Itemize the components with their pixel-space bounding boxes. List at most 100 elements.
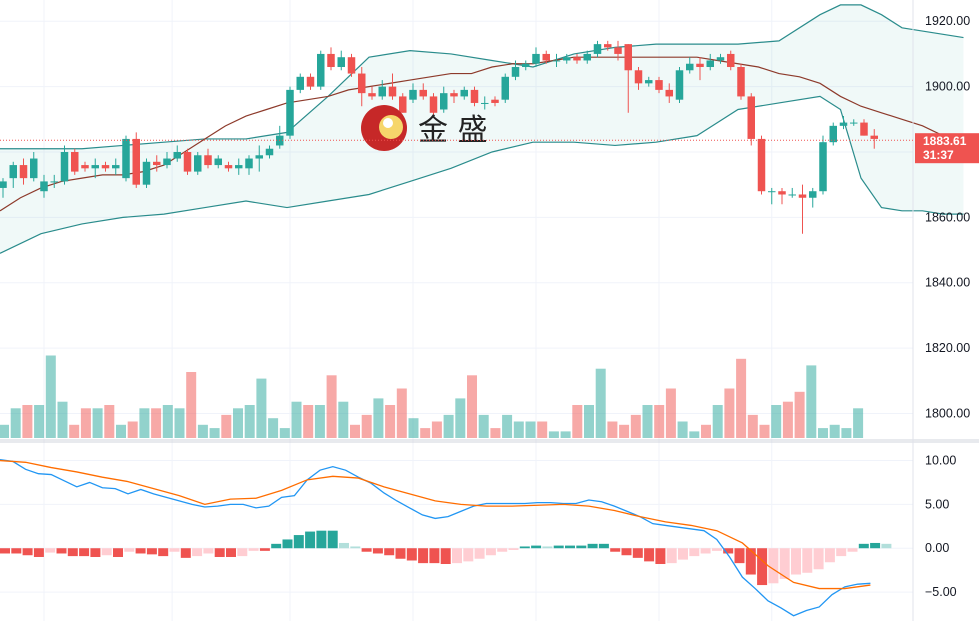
candle-body bbox=[501, 76, 509, 100]
volume-bar bbox=[396, 388, 407, 438]
volume-bar bbox=[782, 401, 793, 438]
volume-bar bbox=[806, 365, 817, 438]
macd-histogram-bar bbox=[711, 548, 722, 551]
macd-histogram-bar bbox=[587, 543, 598, 549]
band-middle-line bbox=[0, 56, 964, 212]
macd-histogram-bar bbox=[180, 548, 191, 558]
volume-bar bbox=[630, 414, 641, 438]
volume-bar bbox=[151, 408, 162, 438]
volume-bar bbox=[22, 405, 33, 438]
volume-bar bbox=[57, 401, 68, 438]
macd-histogram-bar bbox=[689, 548, 700, 557]
volume-bar bbox=[408, 418, 419, 438]
macd-histogram-bar bbox=[700, 548, 711, 554]
candle-body bbox=[60, 151, 69, 182]
candle-body bbox=[440, 93, 448, 110]
volume-bar bbox=[853, 408, 864, 438]
candle-body bbox=[327, 53, 335, 68]
candle-body bbox=[604, 44, 612, 48]
candle-body bbox=[829, 125, 837, 143]
macd-histogram-bar bbox=[418, 548, 429, 564]
brand-watermark: 金 盛 bbox=[361, 105, 488, 151]
macd-histogram-bar bbox=[508, 548, 519, 550]
candle-body bbox=[839, 122, 848, 126]
candle-body bbox=[183, 151, 192, 172]
macd-histogram-bar bbox=[22, 548, 33, 556]
volume-bar bbox=[525, 421, 536, 438]
candle-body bbox=[491, 99, 499, 103]
volume-bar bbox=[513, 421, 524, 438]
volume-bar bbox=[642, 405, 653, 438]
volume-bar bbox=[139, 408, 150, 438]
macd-histogram-bar bbox=[271, 543, 282, 549]
volume-bar bbox=[431, 421, 442, 438]
macd-histogram-bar bbox=[576, 545, 587, 549]
volume-bar bbox=[326, 375, 337, 438]
macd-histogram-bar bbox=[11, 548, 22, 554]
macd-histogram-bar bbox=[192, 548, 203, 557]
candle-body bbox=[19, 165, 28, 179]
macd-histogram-bar bbox=[519, 546, 530, 549]
volume-bar bbox=[233, 408, 243, 438]
candle-body bbox=[778, 191, 786, 195]
candle-body bbox=[30, 158, 38, 179]
macd-histogram-bar bbox=[45, 548, 56, 553]
macd-histogram-bar bbox=[745, 548, 756, 575]
candle-body bbox=[716, 57, 725, 61]
macd-histogram-bar bbox=[237, 548, 248, 557]
logo-text: 金 盛 bbox=[418, 113, 488, 148]
candle-body bbox=[173, 151, 181, 159]
candle-body bbox=[757, 138, 766, 192]
bollinger-bands bbox=[0, 4, 964, 254]
volume-bar bbox=[291, 401, 302, 438]
candle-body bbox=[532, 53, 540, 64]
candle-body bbox=[194, 155, 202, 172]
volume-bar bbox=[467, 375, 477, 438]
volume-bar bbox=[794, 391, 805, 438]
candle-body bbox=[583, 53, 591, 61]
macd-histogram-bar bbox=[79, 548, 90, 557]
candle-countdown: 31:37 bbox=[923, 148, 954, 162]
volume-bar bbox=[256, 378, 267, 438]
volume-bar bbox=[841, 428, 852, 438]
candle-body bbox=[696, 63, 704, 68]
macd-histogram-bar bbox=[870, 542, 881, 549]
volume-series bbox=[0, 355, 864, 438]
volume-bar bbox=[677, 421, 688, 438]
candle-body bbox=[388, 86, 397, 97]
macd-histogram-bar bbox=[734, 548, 745, 564]
band-fill bbox=[0, 4, 964, 254]
macd-histogram-bar bbox=[858, 543, 869, 549]
volume-bar bbox=[127, 421, 138, 438]
candle-body bbox=[511, 67, 520, 77]
candle-body bbox=[665, 89, 673, 97]
candle-body bbox=[727, 53, 735, 68]
volume-bar bbox=[268, 418, 279, 438]
candle-body bbox=[860, 122, 868, 136]
macd-histogram-bar bbox=[881, 543, 892, 549]
candle-body bbox=[593, 44, 602, 54]
macd-histogram-bar bbox=[847, 548, 858, 552]
candle-body bbox=[71, 151, 79, 172]
macd-histogram-bar bbox=[305, 531, 316, 549]
volume-bar bbox=[197, 424, 208, 438]
macd-histogram-bar bbox=[813, 548, 824, 570]
candle-body bbox=[481, 102, 489, 104]
candle-body bbox=[798, 194, 807, 198]
volume-bar bbox=[385, 405, 396, 438]
volume-bar bbox=[829, 424, 840, 438]
volume-bar bbox=[537, 421, 548, 438]
macd-histogram-bar bbox=[598, 543, 609, 549]
volume-bar bbox=[10, 408, 21, 438]
candle-body bbox=[296, 76, 304, 90]
candle-body bbox=[255, 155, 263, 159]
candle-body bbox=[655, 80, 663, 90]
last-price-tag: 1883.61 31:37 bbox=[0, 133, 979, 164]
volume-bar bbox=[478, 414, 489, 438]
volume-bar bbox=[338, 401, 349, 438]
volume-bar bbox=[209, 428, 220, 438]
macd-histogram-bar bbox=[90, 548, 101, 557]
candle-body bbox=[337, 57, 345, 68]
candle-body bbox=[142, 161, 151, 185]
